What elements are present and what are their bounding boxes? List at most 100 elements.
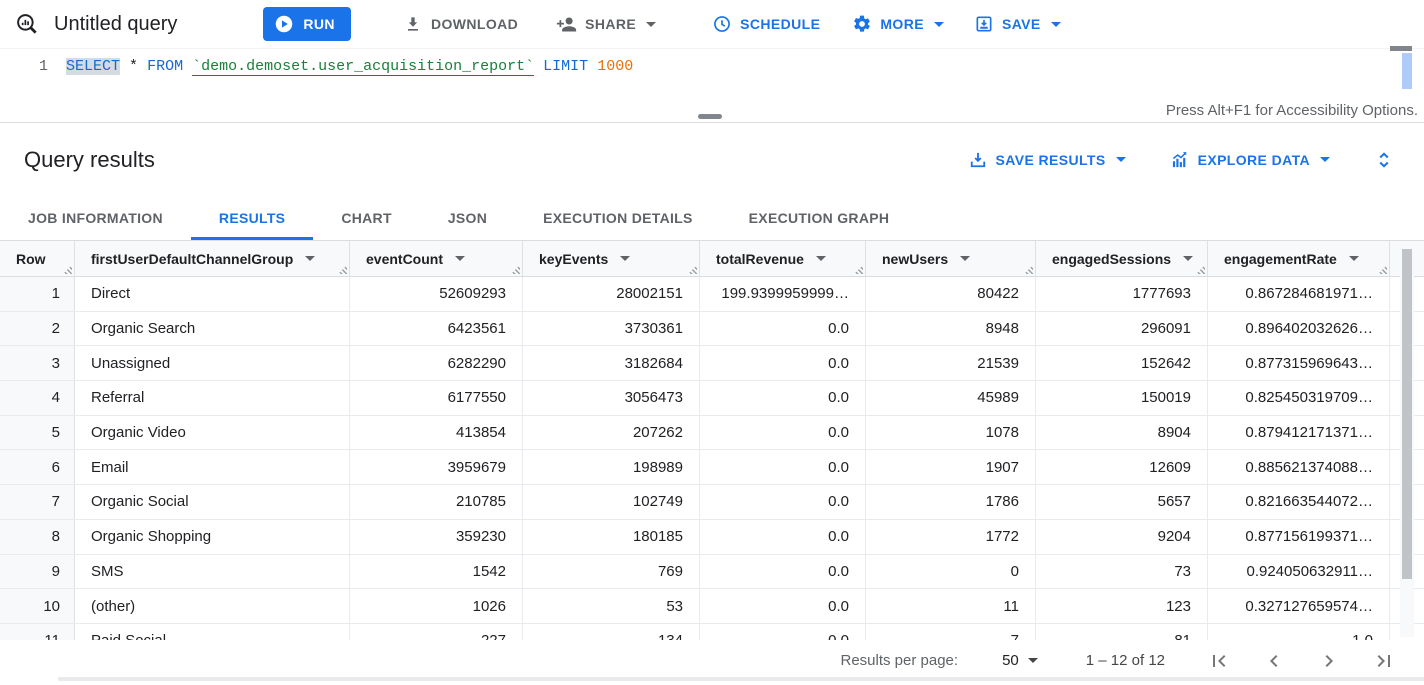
table-cell: (other)	[75, 589, 350, 623]
editor-divider: Press Alt+F1 for Accessibility Options.	[0, 104, 1424, 123]
table-cell: 3182684	[523, 346, 700, 380]
column-menu-caret-icon[interactable]	[960, 256, 970, 261]
more-button[interactable]: MORE	[852, 14, 944, 34]
schedule-button[interactable]: SCHEDULE	[712, 14, 820, 34]
table-cell: 45989	[866, 381, 1036, 415]
table-row: 7Organic Social2107851027490.0178656570.…	[0, 485, 1424, 520]
column-header-engagementrate[interactable]: engagementRate	[1208, 241, 1390, 276]
table-cell: Organic Social	[75, 485, 350, 519]
table-cell: 0.867284681971…	[1208, 277, 1390, 311]
sql-editor[interactable]: 1 SELECT * FROM `demo.demoset.user_acqui…	[0, 48, 1424, 104]
column-resize-handle[interactable]	[854, 265, 863, 274]
table-cell: 8948	[866, 312, 1036, 346]
row-number-cell: 2	[0, 312, 75, 346]
tab-execution-graph[interactable]: EXECUTION GRAPH	[721, 196, 918, 240]
table-scrollbar-track[interactable]	[1400, 245, 1414, 637]
table-cell: 0.879412171371…	[1208, 416, 1390, 450]
tab-chart[interactable]: CHART	[313, 196, 420, 240]
page-size-select[interactable]: 50	[1002, 652, 1038, 669]
code-token: LIMIT	[543, 58, 588, 75]
table-cell: Unassigned	[75, 346, 350, 380]
table-cell: 6177550	[350, 381, 523, 415]
table-cell: 3730361	[523, 312, 700, 346]
table-header-row: RowfirstUserDefaultChannelGroupeventCoun…	[0, 241, 1424, 277]
table-scrollbar-thumb[interactable]	[1402, 249, 1412, 579]
expand-panel-icon[interactable]	[1374, 150, 1394, 170]
table-cell: 296091	[1036, 312, 1208, 346]
table-cell: 0.924050632911…	[1208, 555, 1390, 589]
column-menu-caret-icon[interactable]	[455, 256, 465, 261]
code-token	[183, 58, 192, 75]
table-cell: Organic Video	[75, 416, 350, 450]
column-header-totalrevenue[interactable]: totalRevenue	[700, 241, 866, 276]
table-cell: 0.0	[700, 520, 866, 554]
save-results-icon	[968, 150, 988, 170]
column-header-keyevents[interactable]: keyEvents	[523, 241, 700, 276]
column-header-row[interactable]: Row	[0, 241, 75, 276]
column-menu-caret-icon[interactable]	[305, 256, 315, 261]
download-icon	[403, 14, 423, 34]
column-resize-handle[interactable]	[511, 265, 520, 274]
chart-icon	[1170, 150, 1190, 170]
table-cell: 207262	[523, 416, 700, 450]
tab-results[interactable]: RESULTS	[191, 196, 313, 240]
column-resize-handle[interactable]	[63, 265, 72, 274]
column-resize-handle[interactable]	[1378, 265, 1387, 274]
table-cell: 359230	[350, 520, 523, 554]
table-cell: 0.885621374088…	[1208, 450, 1390, 484]
column-resize-handle[interactable]	[688, 265, 697, 274]
results-header: Query results SAVE RESULTS	[0, 123, 1424, 196]
column-header-engagedsessions[interactable]: engagedSessions	[1036, 241, 1208, 276]
code-token: 1000	[597, 58, 633, 75]
table-cell: 0.0	[700, 555, 866, 589]
column-resize-handle[interactable]	[1196, 265, 1205, 274]
share-button[interactable]: SHARE	[556, 14, 656, 35]
column-resize-handle[interactable]	[338, 265, 347, 274]
table-cell: 123	[1036, 589, 1208, 623]
table-cell: 180185	[523, 520, 700, 554]
row-number-cell: 3	[0, 346, 75, 380]
table-cell: 3056473	[523, 381, 700, 415]
table-cell: 769	[523, 555, 700, 589]
column-header-firstuserdefaultchannelgroup[interactable]: firstUserDefaultChannelGroup	[75, 241, 350, 276]
column-menu-caret-icon[interactable]	[816, 256, 826, 261]
column-menu-caret-icon[interactable]	[1183, 256, 1193, 261]
table-row: 11Paid Social2271340.07811.0	[0, 624, 1424, 640]
next-page-button[interactable]	[1317, 649, 1341, 673]
table-cell: 5657	[1036, 485, 1208, 519]
code-token: FROM	[147, 58, 183, 75]
save-button[interactable]: SAVE	[974, 14, 1061, 34]
column-header-newusers[interactable]: newUsers	[866, 241, 1036, 276]
editor-scrollbar-thumb[interactable]	[1402, 53, 1412, 89]
table-cell: 0.0	[700, 381, 866, 415]
table-cell: Referral	[75, 381, 350, 415]
table-cell: 52609293	[350, 277, 523, 311]
table-row: 10(other)1026530.0111230.327127659574…	[0, 589, 1424, 624]
column-menu-caret-icon[interactable]	[1349, 256, 1359, 261]
tab-execution-details[interactable]: EXECUTION DETAILS	[515, 196, 721, 240]
save-results-button[interactable]: SAVE RESULTS	[968, 150, 1126, 170]
table-cell: 1078	[866, 416, 1036, 450]
table-cell: 0.0	[700, 485, 866, 519]
panel-resize-handle[interactable]	[698, 114, 722, 119]
column-label: keyEvents	[539, 251, 608, 267]
previous-page-button[interactable]	[1262, 649, 1286, 673]
column-menu-caret-icon[interactable]	[620, 256, 630, 261]
code-line-content[interactable]: SELECT * FROM `demo.demoset.user_acquisi…	[66, 56, 633, 78]
download-button[interactable]: DOWNLOAD	[403, 14, 518, 34]
table-cell: 102749	[523, 485, 700, 519]
query-title: Untitled query	[54, 13, 177, 36]
column-resize-handle[interactable]	[1024, 265, 1033, 274]
row-number-cell: 5	[0, 416, 75, 450]
last-page-button[interactable]	[1372, 649, 1396, 673]
tab-json[interactable]: JSON	[420, 196, 515, 240]
first-page-button[interactable]	[1207, 649, 1231, 673]
chevron-down-icon	[934, 22, 944, 27]
run-button[interactable]: RUN	[263, 7, 351, 41]
row-number-cell: 11	[0, 624, 75, 640]
table-cell: 80422	[866, 277, 1036, 311]
horizontal-scrollbar-track[interactable]	[58, 677, 1424, 681]
tab-job-information[interactable]: JOB INFORMATION	[0, 196, 191, 240]
column-header-eventcount[interactable]: eventCount	[350, 241, 523, 276]
explore-data-button[interactable]: EXPLORE DATA	[1170, 150, 1330, 170]
